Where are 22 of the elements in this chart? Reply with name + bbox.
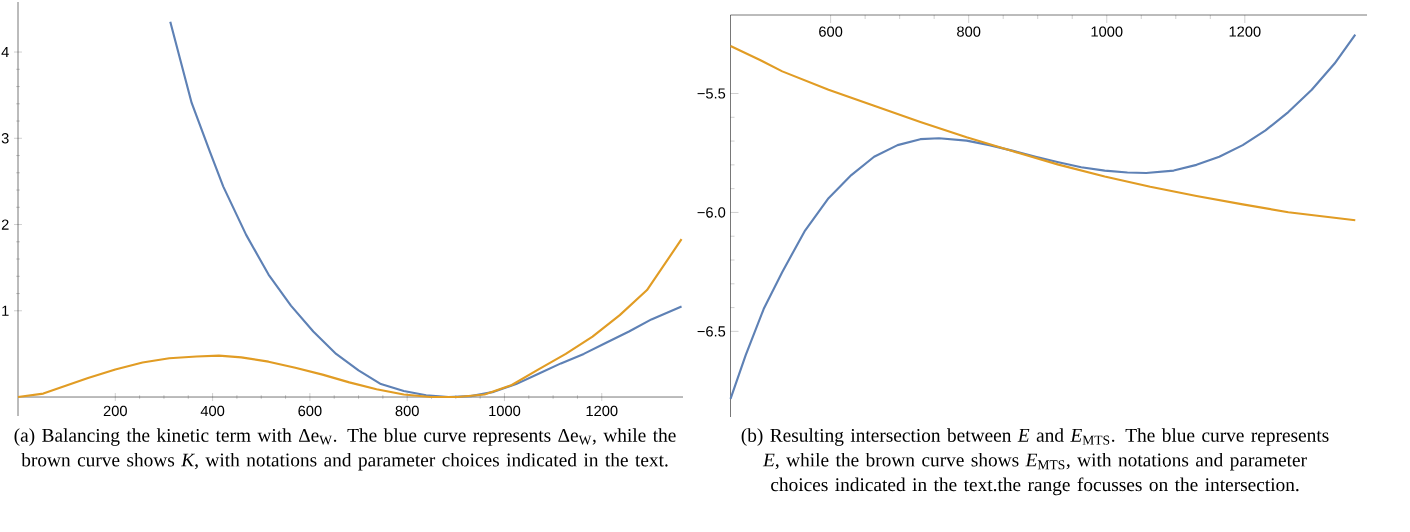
y-tick-label: 1 bbox=[2, 305, 9, 316]
line-series bbox=[16, 238, 683, 399]
text: (b) Resulting intersection between E and E$_{MTS}$. The blue curve represents E, while the brown curve shows E$_{MTS}$, with notations and parameter choices indicated in the text.the range focusses on the intersection. bbox=[741, 428, 1329, 496]
x-tick-label: 1200 bbox=[586, 405, 618, 417]
x-tick-label: 600 bbox=[819, 26, 843, 37]
x-tick-label: 1000 bbox=[489, 405, 521, 417]
y-tick-label: 4 bbox=[1, 47, 9, 58]
line-series bbox=[169, 20, 683, 399]
x-tick-label: 1200 bbox=[1229, 26, 1261, 37]
x-tick-label: 800 bbox=[957, 26, 981, 37]
text: (a) Balancing the kinetic term with Δe$_{W}$. The blue curve represents Δe$_{W}$, while the brown curve shows K, with notations and parameter choices indicated in the text. bbox=[14, 428, 676, 471]
x-tick-label: 600 bbox=[298, 405, 322, 417]
y-tick-label: −5.5 bbox=[697, 88, 726, 99]
x-tick-label: 800 bbox=[395, 405, 419, 417]
x-tick-label: 1000 bbox=[1091, 26, 1123, 37]
y-tick-label: 2 bbox=[1, 219, 9, 230]
y-tick-label: 3 bbox=[1, 133, 9, 144]
y-tick-label: −6.5 bbox=[697, 326, 726, 337]
x-tick-label: 400 bbox=[200, 405, 225, 417]
line-series bbox=[729, 44, 1357, 222]
x-tick-label: 200 bbox=[103, 405, 127, 417]
y-tick-label: −6.0 bbox=[697, 207, 726, 218]
